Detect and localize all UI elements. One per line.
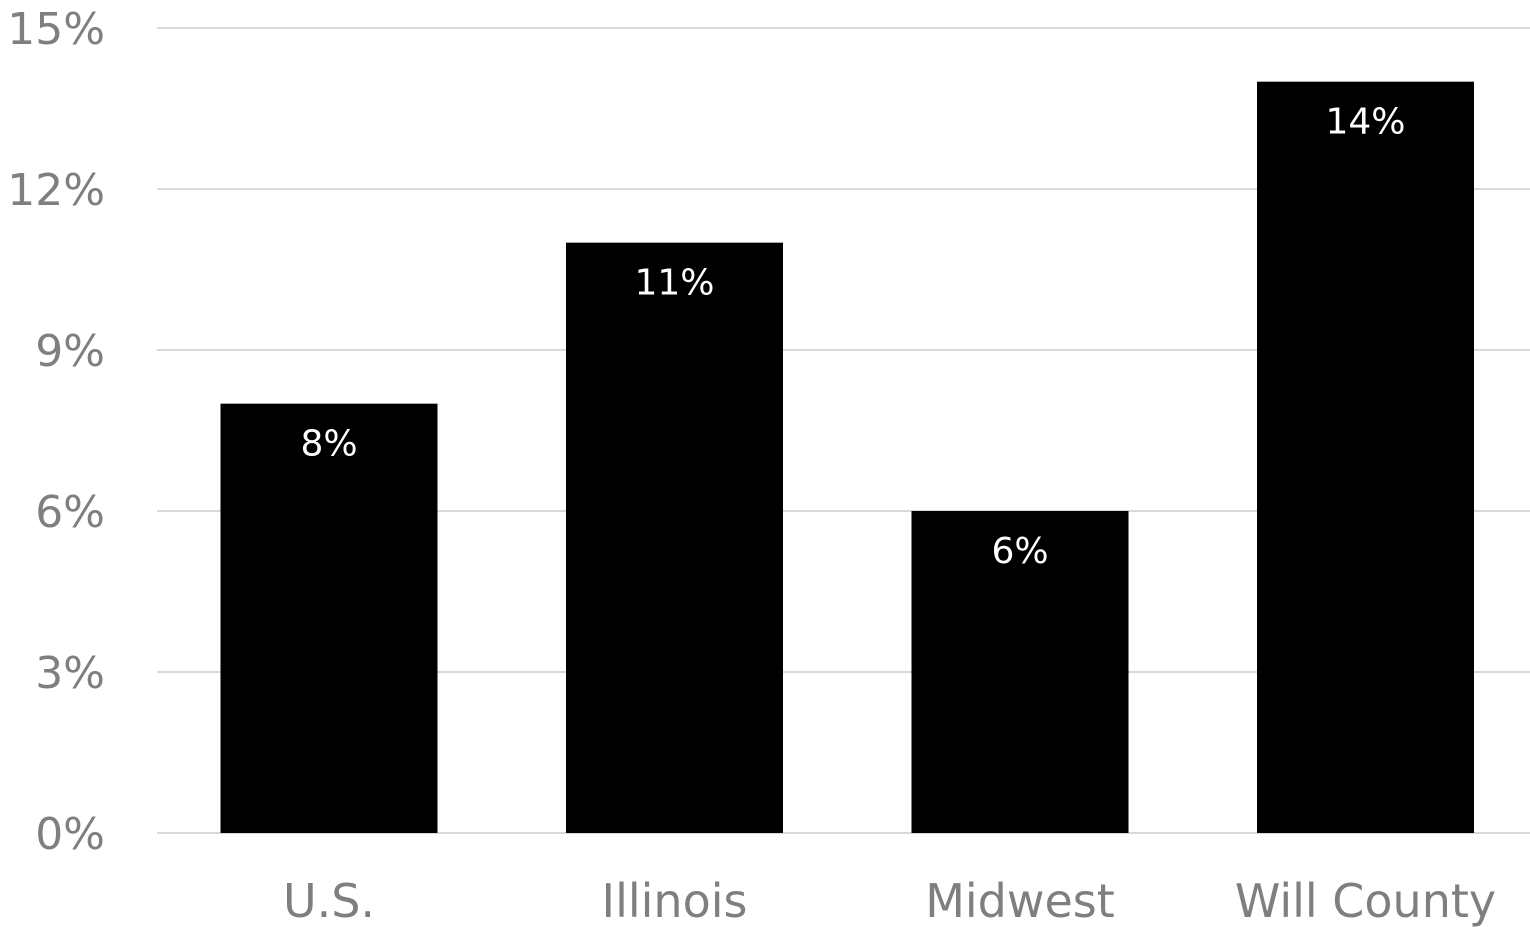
category-label: U.S. bbox=[283, 874, 375, 927]
category-label: Will County bbox=[1235, 874, 1496, 927]
category-label: Midwest bbox=[925, 874, 1115, 927]
bars bbox=[220, 81, 1474, 833]
x-axis-categories: U.S. Illinois Midwest Will County bbox=[283, 874, 1496, 927]
bar-value-label: 6% bbox=[991, 531, 1048, 572]
y-tick-label: 6% bbox=[35, 487, 105, 538]
category-label: Illinois bbox=[602, 874, 748, 927]
bar bbox=[220, 403, 438, 833]
bar bbox=[566, 242, 783, 833]
y-tick-label: 12% bbox=[7, 165, 105, 216]
bar-value-label: 14% bbox=[1325, 102, 1405, 143]
bar bbox=[1257, 81, 1474, 833]
y-axis-ticks: 0% 3% 6% 9% 12% 15% bbox=[7, 4, 105, 860]
y-tick-label: 3% bbox=[35, 648, 105, 699]
bar-value-label: 8% bbox=[300, 424, 357, 465]
bar bbox=[911, 511, 1129, 833]
data-labels: 8% 11% 6% 14% bbox=[300, 102, 1405, 572]
bar-value-label: 11% bbox=[634, 263, 714, 304]
y-tick-label: 0% bbox=[35, 809, 105, 860]
y-tick-label: 15% bbox=[7, 4, 105, 55]
y-tick-label: 9% bbox=[35, 326, 105, 377]
